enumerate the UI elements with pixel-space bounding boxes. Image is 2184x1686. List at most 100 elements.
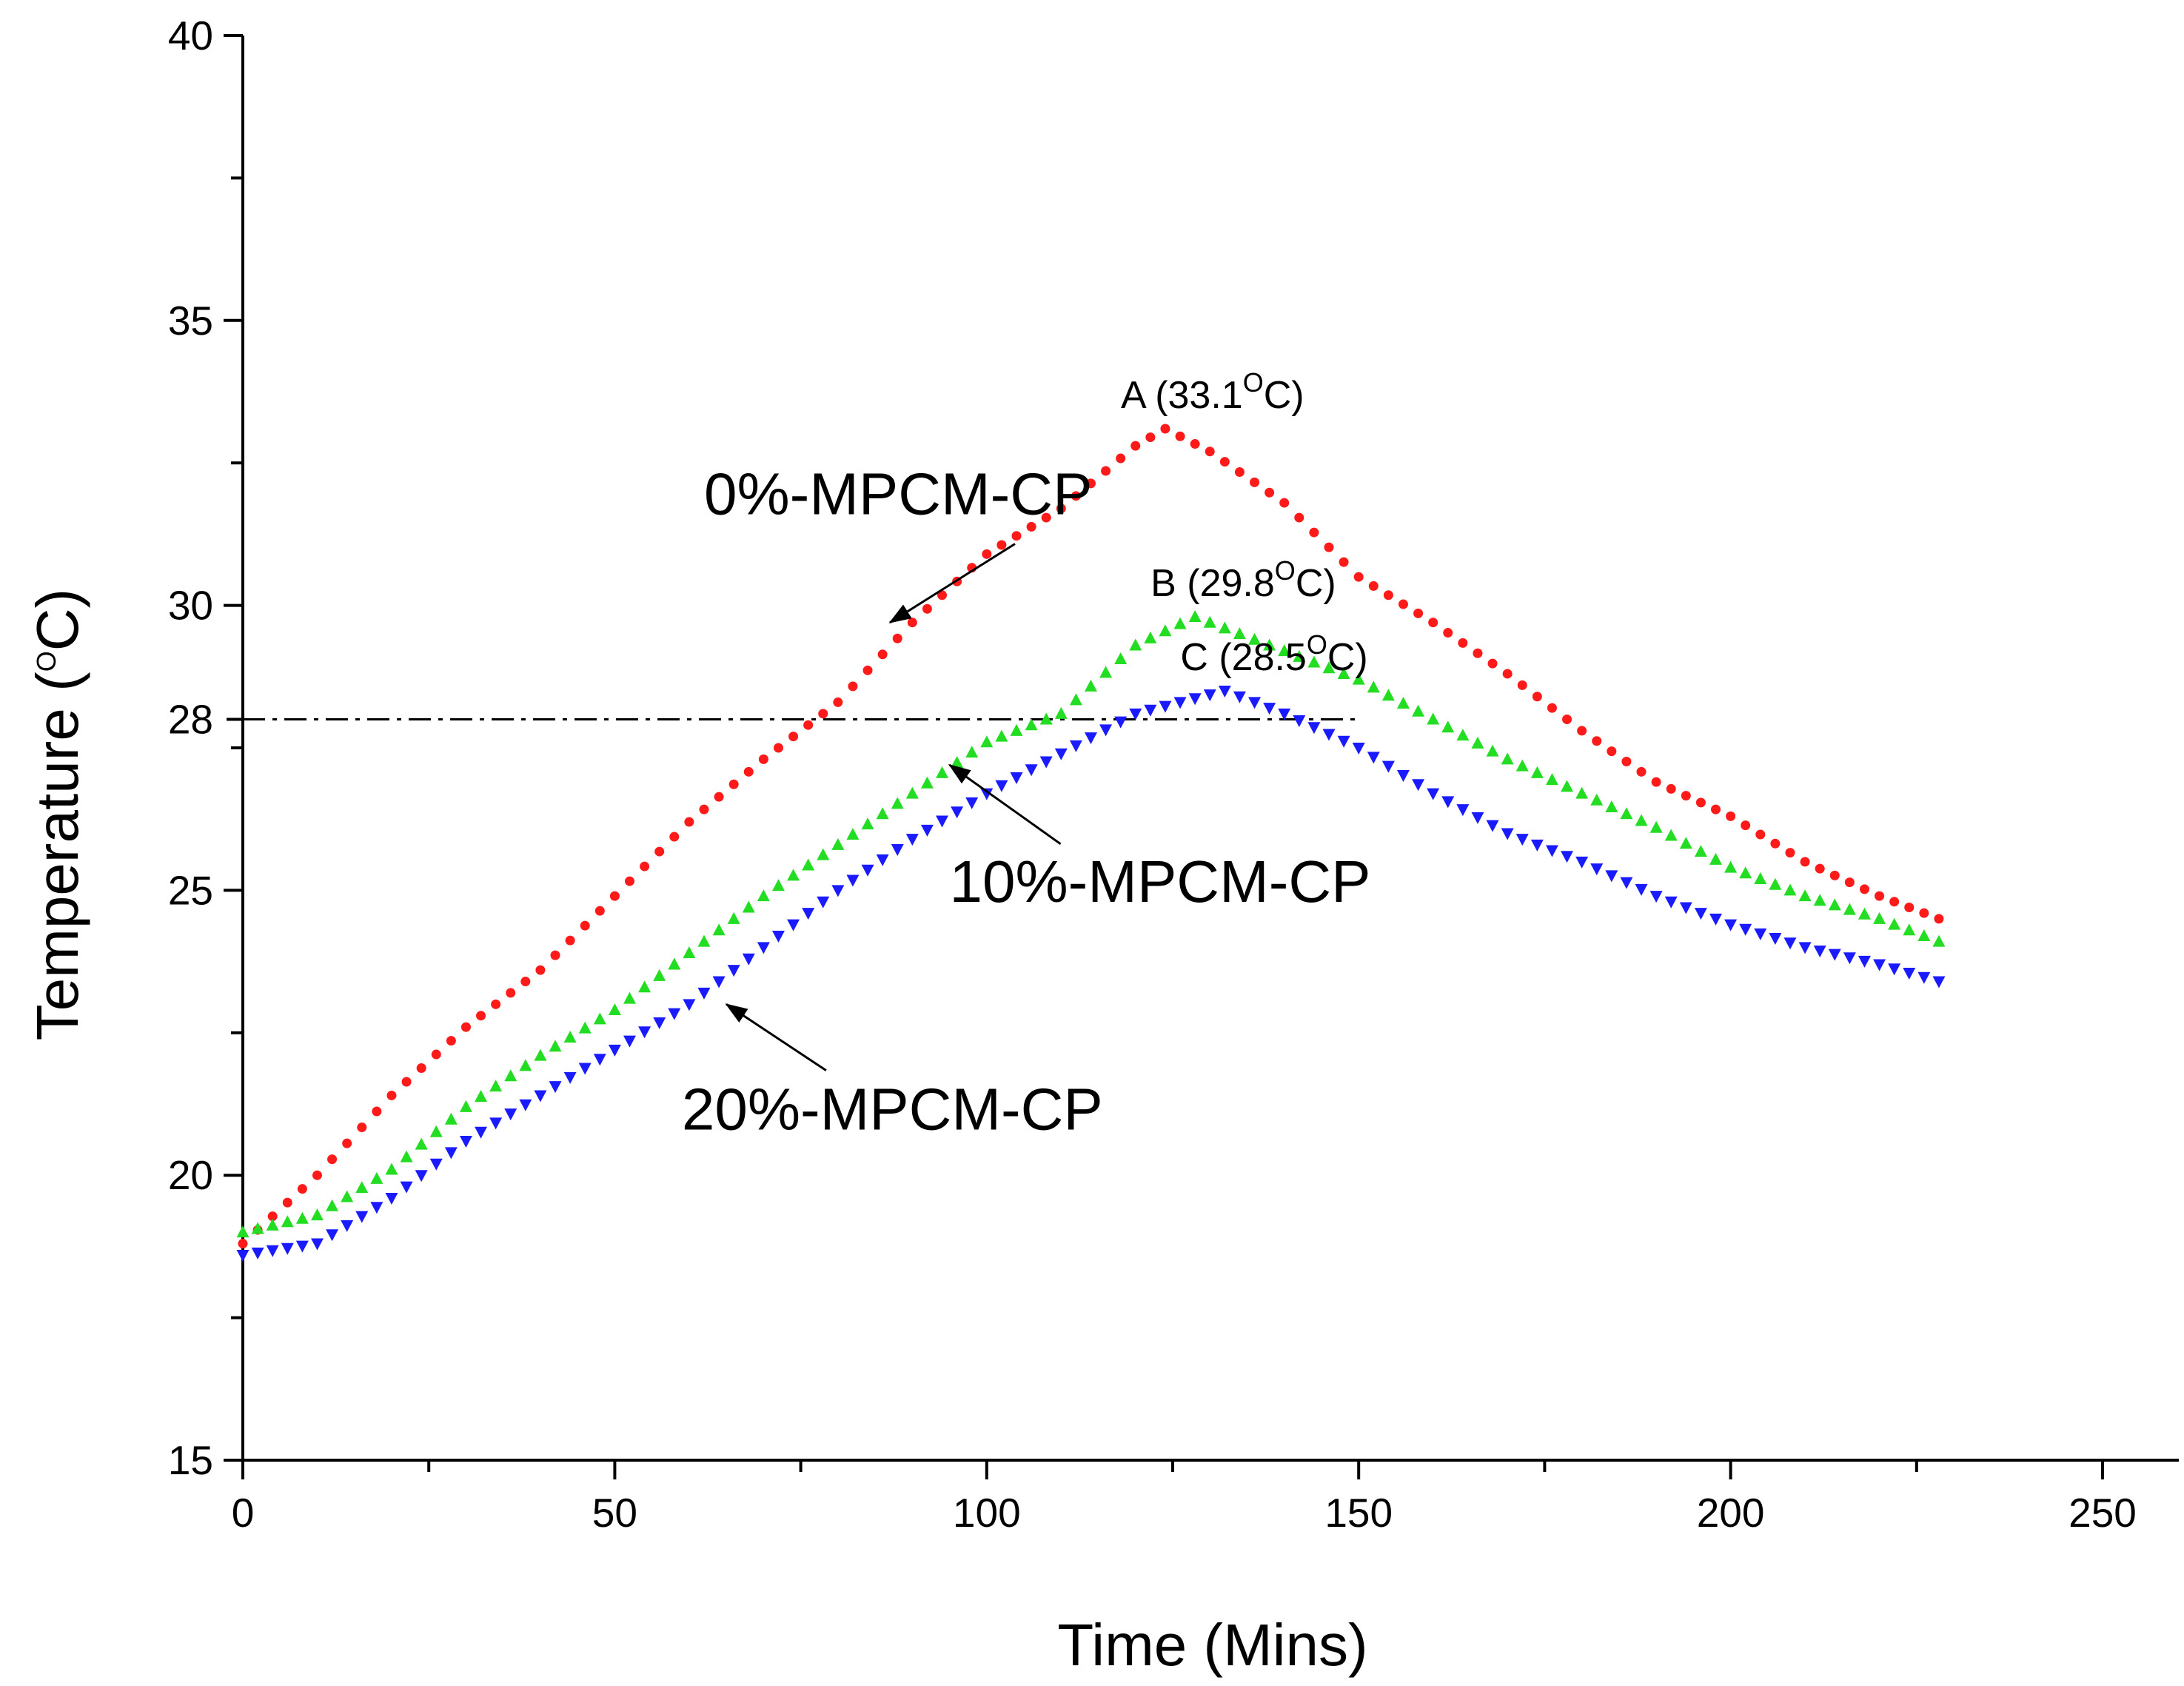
data-point	[876, 854, 889, 866]
data-point	[861, 817, 874, 830]
data-point	[460, 1022, 471, 1032]
data-point	[1188, 693, 1202, 706]
data-point	[1173, 617, 1187, 629]
data-point	[400, 1181, 413, 1194]
data-point	[550, 950, 560, 960]
data-point	[1084, 679, 1097, 692]
data-point	[1530, 839, 1544, 852]
data-point	[1785, 848, 1795, 858]
data-point	[1188, 609, 1202, 622]
data-point	[327, 1154, 338, 1165]
data-point	[1307, 722, 1321, 735]
data-point	[444, 1112, 458, 1125]
data-point	[341, 1220, 354, 1232]
data-point	[519, 1059, 532, 1071]
y-tick-label: 25	[168, 867, 213, 913]
data-point	[491, 999, 501, 1009]
data-point	[1635, 814, 1648, 826]
data-point	[683, 946, 696, 959]
data-point	[1709, 852, 1723, 865]
data-point	[1739, 866, 1752, 879]
series-arrow-0	[888, 543, 1016, 623]
data-point	[699, 804, 709, 814]
data-point	[593, 1054, 606, 1066]
data-point	[758, 754, 768, 764]
data-point	[1798, 942, 1812, 954]
data-point	[1783, 937, 1797, 950]
series-label-0: 0%-MPCM-CP	[704, 461, 1092, 526]
data-point	[1368, 581, 1379, 591]
peak-label-1: B (29.8OC)	[1150, 555, 1336, 605]
data-point	[563, 1030, 577, 1043]
data-point	[400, 1150, 413, 1163]
data-point	[1934, 914, 1944, 924]
data-point	[802, 908, 815, 920]
data-point	[728, 779, 739, 789]
data-point	[355, 1181, 369, 1194]
data-point	[1160, 424, 1170, 434]
data-point	[1278, 644, 1291, 657]
data-point	[1666, 783, 1676, 794]
data-point	[1590, 863, 1604, 876]
data-point	[1039, 756, 1053, 769]
data-point	[578, 1063, 592, 1075]
data-point	[1026, 521, 1036, 532]
data-point	[415, 1137, 428, 1150]
data-point	[773, 743, 783, 753]
data-point	[1843, 952, 1856, 965]
data-point	[1739, 923, 1752, 936]
data-point	[905, 786, 919, 799]
data-point	[1263, 638, 1276, 651]
data-point	[1263, 703, 1276, 715]
data-point	[1353, 572, 1364, 582]
data-point	[385, 1192, 398, 1205]
data-point	[995, 780, 1008, 792]
data-point	[459, 1136, 472, 1148]
data-point	[1694, 845, 1707, 857]
peak-label-sup: O	[1275, 555, 1296, 586]
data-point	[1219, 457, 1230, 467]
data-point	[1381, 689, 1395, 701]
data-point	[669, 832, 680, 842]
data-point	[1011, 531, 1022, 541]
data-point	[653, 969, 666, 981]
data-point	[1755, 829, 1766, 840]
series-label-2: 20%-MPCM-CP	[682, 1077, 1103, 1143]
data-point	[1010, 772, 1023, 785]
data-point	[1441, 720, 1455, 733]
data-point	[342, 1138, 352, 1148]
data-point	[236, 1225, 249, 1238]
data-point	[1412, 779, 1425, 792]
data-point	[1889, 897, 1900, 907]
data-point	[996, 540, 1007, 550]
data-point	[1605, 800, 1618, 813]
data-point	[1561, 851, 1574, 863]
data-point	[1813, 894, 1826, 906]
data-point	[1547, 703, 1557, 713]
data-point	[1367, 752, 1380, 764]
data-point	[1919, 908, 1929, 918]
data-point	[771, 930, 785, 943]
data-point	[1828, 949, 1841, 961]
peak-label-unit: C)	[1264, 374, 1304, 417]
y-axis-title: Temperature (OC)	[24, 589, 90, 1040]
data-point	[1218, 686, 1231, 698]
data-point	[1844, 877, 1855, 888]
data-point	[980, 788, 994, 800]
data-point	[817, 848, 830, 860]
data-point	[1234, 467, 1245, 478]
data-point	[936, 766, 949, 778]
data-point	[609, 891, 620, 901]
peak-label-sup: O	[1307, 629, 1327, 660]
data-point	[580, 920, 590, 931]
data-point	[1783, 883, 1797, 896]
data-point	[326, 1229, 339, 1242]
peak-label-sup: O	[1243, 367, 1264, 398]
data-point	[1754, 928, 1767, 940]
data-point	[1709, 913, 1723, 926]
data-point	[1726, 811, 1736, 821]
data-point	[1859, 884, 1869, 894]
series-label-1: 10%-MPCM-CP	[950, 849, 1371, 914]
data-point	[429, 1125, 443, 1137]
